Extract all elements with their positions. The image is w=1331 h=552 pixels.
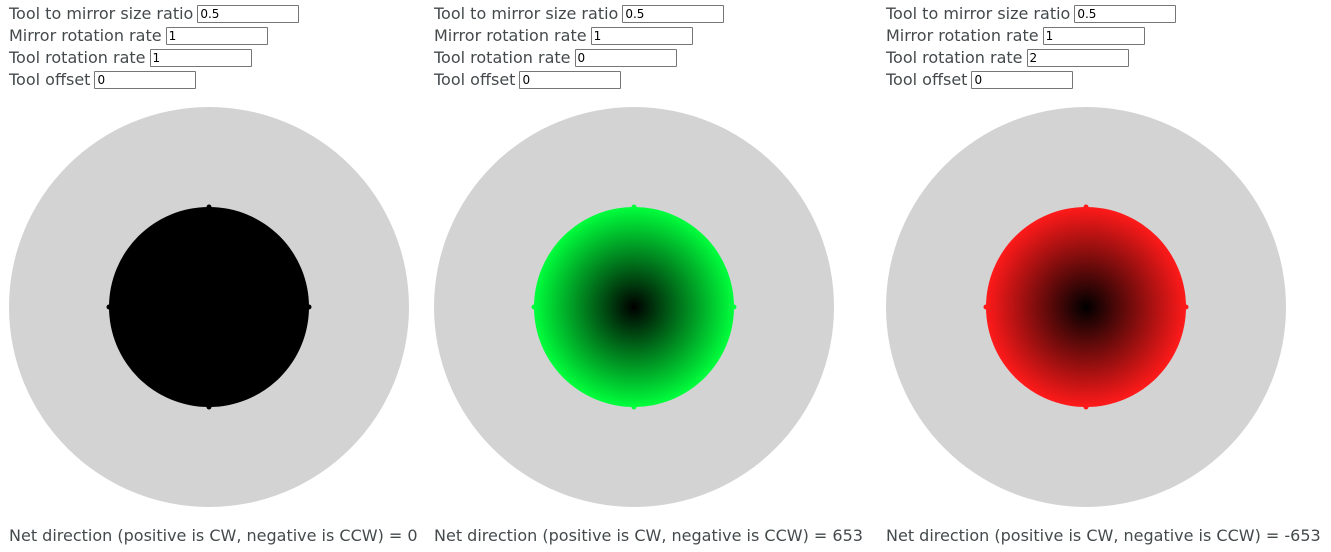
tool-rotation-label: Tool rotation rate bbox=[434, 48, 571, 67]
mirror-rotation-label: Mirror rotation rate bbox=[434, 26, 587, 45]
mirror-rotation-input[interactable] bbox=[165, 27, 268, 45]
size-ratio-input[interactable] bbox=[197, 5, 300, 23]
size-ratio-row: Tool to mirror size ratio bbox=[434, 4, 725, 24]
mirror-rotation-label: Mirror rotation rate bbox=[886, 26, 1039, 45]
tool-marker-bottom bbox=[1083, 404, 1089, 410]
tool-marker-left bbox=[531, 304, 537, 310]
size-ratio-row: Tool to mirror size ratio bbox=[9, 4, 300, 24]
tool-rotation-input[interactable] bbox=[1026, 49, 1129, 67]
tool-rotation-row: Tool rotation rate bbox=[434, 48, 677, 68]
tool-offset-row: Tool offset bbox=[886, 70, 1074, 90]
tool-marker-bottom bbox=[206, 404, 212, 410]
tool-offset-label: Tool offset bbox=[886, 70, 968, 89]
size-ratio-input[interactable] bbox=[622, 5, 725, 23]
tool-marker-left bbox=[106, 304, 112, 310]
tool-rotation-row: Tool rotation rate bbox=[9, 48, 252, 68]
tool-marker-right bbox=[306, 304, 312, 310]
tool-offset-row: Tool offset bbox=[434, 70, 622, 90]
mirror-rotation-row: Mirror rotation rate bbox=[886, 26, 1145, 46]
mirror-canvas[interactable] bbox=[434, 107, 836, 509]
tool-rotation-row: Tool rotation rate bbox=[886, 48, 1129, 68]
size-ratio-input[interactable] bbox=[1074, 5, 1177, 23]
net-direction-readout: Net direction (positive is CW, negative … bbox=[434, 526, 863, 545]
mirror-rotation-row: Mirror rotation rate bbox=[434, 26, 693, 46]
tool-rotation-label: Tool rotation rate bbox=[886, 48, 1023, 67]
size-ratio-label: Tool to mirror size ratio bbox=[886, 4, 1071, 23]
tool-rotation-label: Tool rotation rate bbox=[9, 48, 146, 67]
tool-offset-input[interactable] bbox=[519, 71, 622, 89]
mirror-rotation-input[interactable] bbox=[590, 27, 693, 45]
tool-disc bbox=[109, 207, 309, 407]
tool-marker-top bbox=[206, 204, 212, 210]
tool-offset-label: Tool offset bbox=[434, 70, 516, 89]
tool-disc bbox=[534, 207, 734, 407]
tool-offset-input[interactable] bbox=[94, 71, 197, 89]
mirror-canvas[interactable] bbox=[9, 107, 411, 509]
mirror-canvas[interactable] bbox=[886, 107, 1288, 509]
simulation-panel-3: Tool to mirror size ratio Mirror rotatio… bbox=[886, 0, 1326, 552]
net-direction-readout: Net direction (positive is CW, negative … bbox=[886, 526, 1321, 545]
tool-marker-top bbox=[631, 204, 637, 210]
mirror-rotation-input[interactable] bbox=[1042, 27, 1145, 45]
size-ratio-label: Tool to mirror size ratio bbox=[434, 4, 619, 23]
tool-rotation-input[interactable] bbox=[149, 49, 252, 67]
simulation-panel-2: Tool to mirror size ratio Mirror rotatio… bbox=[434, 0, 874, 552]
size-ratio-row: Tool to mirror size ratio bbox=[886, 4, 1177, 24]
tool-marker-top bbox=[1083, 204, 1089, 210]
tool-rotation-input[interactable] bbox=[574, 49, 677, 67]
simulation-panel-1: Tool to mirror size ratio Mirror rotatio… bbox=[9, 0, 449, 552]
mirror-rotation-row: Mirror rotation rate bbox=[9, 26, 268, 46]
net-direction-readout: Net direction (positive is CW, negative … bbox=[9, 526, 418, 545]
tool-offset-row: Tool offset bbox=[9, 70, 197, 90]
size-ratio-label: Tool to mirror size ratio bbox=[9, 4, 194, 23]
tool-marker-right bbox=[731, 304, 737, 310]
mirror-rotation-label: Mirror rotation rate bbox=[9, 26, 162, 45]
tool-marker-right bbox=[1183, 304, 1189, 310]
tool-offset-label: Tool offset bbox=[9, 70, 91, 89]
tool-offset-input[interactable] bbox=[971, 71, 1074, 89]
tool-disc bbox=[986, 207, 1186, 407]
tool-marker-bottom bbox=[631, 404, 637, 410]
tool-marker-left bbox=[983, 304, 989, 310]
